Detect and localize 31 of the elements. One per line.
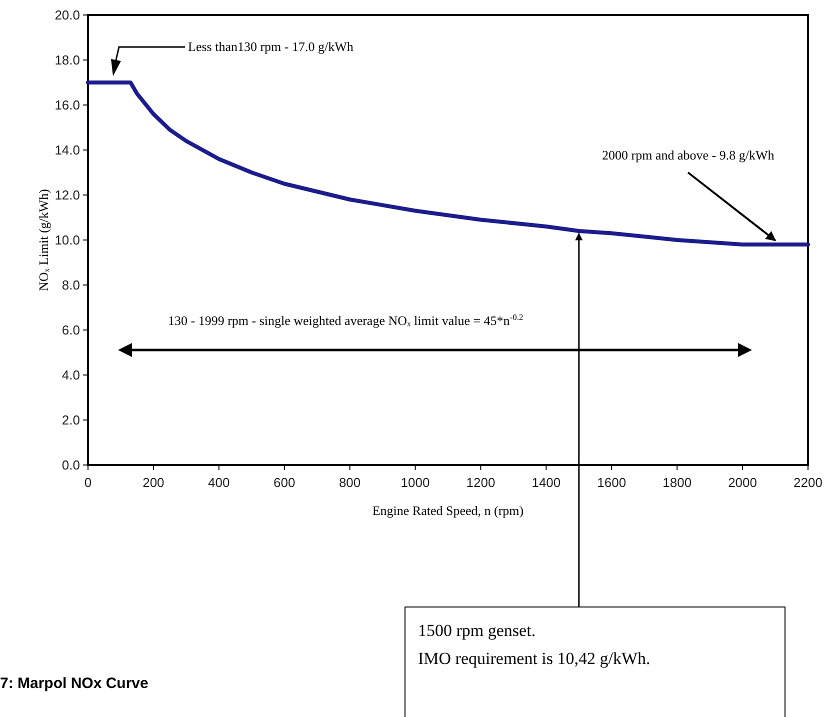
y-tick-label: 12.0 <box>54 188 80 203</box>
x-tick-label: 600 <box>274 475 296 490</box>
annotation: Less than130 rpm - 17.0 g/kWh <box>188 39 354 54</box>
x-tick-label: 0 <box>84 475 92 490</box>
y-tick-label: 10.0 <box>54 232 80 248</box>
y-tick-label: 20.0 <box>54 8 80 23</box>
y-tick-label: 6.0 <box>62 322 80 338</box>
annotation: 2000 rpm and above - 9.8 g/kWh <box>602 148 775 162</box>
y-axis-title: NOₓ Limit (g/kWh) <box>36 189 51 291</box>
x-tick-label: 400 <box>208 475 230 490</box>
x-tick-label: 1000 <box>400 475 430 490</box>
x-tick-label: 1800 <box>662 475 692 490</box>
annotation: 1500 rpm genset. IMO requirement is 10,42 g/kWh. <box>418 621 650 668</box>
x-tick-label: 1200 <box>466 475 496 490</box>
x-tick-label: 200 <box>142 475 164 490</box>
x-tick-label: 800 <box>338 475 361 490</box>
x-tick-label: 1400 <box>532 475 561 490</box>
x-tick-label: 2000 <box>728 475 758 490</box>
y-tick-label: 18.0 <box>54 52 80 68</box>
text: 7: Marpol NOx Curve <box>0 675 148 692</box>
line-series <box>86 80 810 246</box>
y-tick-label: 14.0 <box>54 142 80 158</box>
y-tick-label: 2.0 <box>62 412 80 428</box>
x-axis-title: Engine Rated Speed, n (rpm) <box>372 503 524 518</box>
x-tick-label: 1600 <box>597 475 626 490</box>
y-tick-label: 8.0 <box>62 278 80 293</box>
x-tick-label: 2200 <box>794 475 822 490</box>
y-tick-label: 0.0 <box>62 458 80 473</box>
y-tick-label: 16.0 <box>54 98 80 113</box>
annotation: 130 - 1999 rpm - single weighted average NOₓ limit value = 45*n$^{-0.2}$ <box>168 312 524 328</box>
y-tick-label: 4.0 <box>62 368 80 383</box>
